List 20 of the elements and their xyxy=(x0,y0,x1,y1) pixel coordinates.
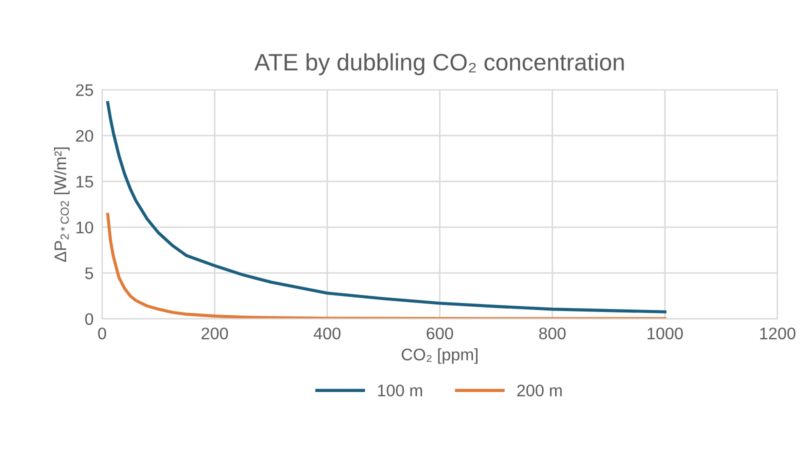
x-tick-label: 800 xyxy=(539,328,566,340)
line-series xyxy=(106,212,666,319)
x-tick-label: 1000 xyxy=(648,328,683,340)
y-tick-label: 15 xyxy=(76,176,94,188)
legend-label: 200 m xyxy=(517,384,562,396)
y-tick-label: 25 xyxy=(76,84,94,96)
x-tick-label: 400 xyxy=(314,328,340,340)
chart-title: ATE by dubbling CO₂ concentration xyxy=(254,53,624,76)
x-tick-label: 200 xyxy=(202,328,228,340)
x-tick-label: 600 xyxy=(426,328,454,340)
y-tick-label: 10 xyxy=(76,222,94,234)
y-tick-label: 5 xyxy=(85,268,94,280)
y-tick-label: 20 xyxy=(76,130,94,142)
x-axis-title: CO₂ [ppm] xyxy=(402,348,478,364)
x-tick-label: 1200 xyxy=(760,328,796,340)
legend-label: 100 m xyxy=(378,384,422,396)
x-tick-label: 0 xyxy=(98,328,106,340)
y-tick-label: 0 xyxy=(85,313,94,325)
line-series xyxy=(106,101,666,314)
y-axis-title: ΔP$_{2*CO2}$ [W/m²] xyxy=(54,147,70,262)
